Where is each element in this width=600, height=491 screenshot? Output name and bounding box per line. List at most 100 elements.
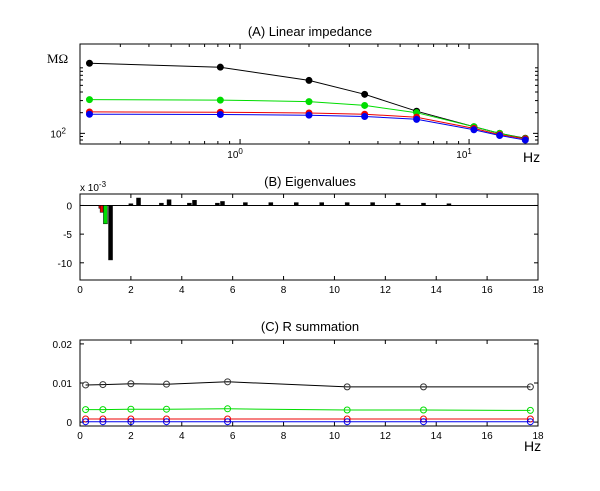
- panel-c-xtick-label: 16: [482, 431, 494, 442]
- panel-c-xtick-label: 18: [532, 431, 544, 442]
- panel-c-point-black: [420, 383, 427, 391]
- panel-b-bar-green: [103, 205, 108, 225]
- panel-c-ytick-label: 0.01: [53, 379, 73, 390]
- panel-c-point-green: [526, 406, 534, 414]
- panel-a-point-blue: [85, 110, 93, 118]
- panel-c-point-green: [82, 406, 90, 414]
- panel-b-title: (B) Eigenvalues: [264, 174, 356, 189]
- panel-b-xtick-label: 2: [128, 285, 134, 296]
- panel-b-bar-black: [370, 202, 375, 206]
- panel-a-point-black: [85, 59, 93, 67]
- panel-a-line-red: [89, 111, 526, 140]
- panel-b-scale: x 10-3: [80, 180, 107, 194]
- panel-c-line-green: [85, 408, 531, 411]
- panel-b-xtick-label: 12: [380, 285, 392, 296]
- panel-b: (B) Eigenvalues x 10-3 0 2 4 6 8 10 12 14 16 18 0 -…: [58, 174, 544, 296]
- panel-c-xtick-label: 10: [329, 431, 341, 442]
- panel-c-point-blue: [99, 418, 107, 426]
- panel-a-point-green: [305, 98, 313, 106]
- panel-a-ylabel: MΩ: [47, 51, 68, 66]
- panel-b-xtick-label: 14: [431, 285, 443, 296]
- panel-c-xtick-label: 8: [281, 431, 287, 442]
- panel-b-xtick-label: 10: [329, 285, 341, 296]
- panel-a-line-green: [89, 99, 526, 140]
- panel-c-ytick-label: 0: [66, 418, 72, 429]
- panel-a-point-black: [216, 63, 224, 71]
- panel-b-bar-black: [395, 202, 401, 206]
- panel-c-point-blue: [224, 418, 232, 426]
- panel-a-line-blue: [89, 113, 526, 141]
- panel-c-point-green: [163, 405, 171, 413]
- panel-c-point-blue: [526, 418, 534, 426]
- panel-b-frame: [79, 193, 539, 281]
- panel-b-bar-black: [446, 203, 452, 206]
- panel-a-point-green: [361, 101, 369, 109]
- panel-b-bar-black: [187, 202, 192, 206]
- panel-b-bar-black: [220, 201, 225, 206]
- panel-c-point-green: [99, 406, 107, 414]
- panel-c-point-black: [82, 381, 90, 389]
- panel-b-bar-black: [192, 200, 197, 206]
- panel-b-ytick-label: -10: [58, 259, 73, 270]
- panel-c-point-blue: [127, 418, 135, 426]
- panel-b-xtick-label: 0: [77, 285, 83, 296]
- panel-a-point-blue: [413, 115, 421, 123]
- panel-c-line-black: [85, 381, 531, 388]
- panel-b-bar-black: [136, 197, 141, 206]
- panel-a-point-blue: [361, 112, 369, 120]
- panel-c-point-black: [163, 380, 171, 388]
- panel-a-point-blue: [305, 111, 313, 119]
- panel-c: (C) R summation 0 2 4 6 8 10 12 14 16 18 0 0.01 0.02…: [53, 319, 544, 454]
- panel-c-xtick-label: 12: [380, 431, 392, 442]
- panel-c-title: (C) R summation: [261, 319, 359, 334]
- panel-a-point-black: [305, 76, 313, 84]
- panel-c-point-blue: [163, 418, 171, 426]
- panel-c-point-green: [127, 405, 135, 413]
- panel-b-ytick-label: 0: [66, 201, 72, 212]
- panel-b-ytick-label: -5: [63, 230, 72, 241]
- panel-b-bar-black: [108, 205, 113, 261]
- panel-c-point-red: [82, 415, 90, 423]
- panel-c-xtick-label: 0: [77, 431, 83, 442]
- panel-c-xtick-label: 14: [431, 431, 443, 442]
- panel-a-point-blue: [496, 132, 504, 140]
- panel-a-point-blue: [521, 136, 529, 144]
- panel-c-point-black: [343, 383, 351, 391]
- panel-b-bar-black: [421, 202, 426, 206]
- panel-a-point-blue: [216, 111, 224, 119]
- panel-c-frame: [79, 339, 539, 427]
- panel-b-bar-black: [243, 202, 248, 206]
- panel-b-bar-black: [344, 202, 350, 206]
- panel-b-bar-red: [99, 205, 104, 213]
- panel-a-point-green: [216, 96, 224, 104]
- panel-a-xlabel: Hz: [523, 149, 540, 165]
- panel-b-bar-black: [319, 202, 324, 206]
- panel-a-point-black: [361, 90, 369, 98]
- panel-c-point-blue: [420, 418, 427, 426]
- panel-a-point-blue: [470, 126, 478, 134]
- panel-b-bar-black: [128, 203, 134, 206]
- panel-c-point-black: [99, 381, 107, 389]
- panel-c-point-blue: [343, 418, 351, 426]
- panel-a-point-green: [85, 96, 93, 104]
- panel-b-xtick-label: 16: [482, 285, 494, 296]
- panel-c-point-green: [420, 406, 427, 414]
- panel-a: (A) Linear impedance 100 101 102 MΩ Hz: [47, 24, 540, 165]
- panel-b-xtick-label: 18: [532, 285, 544, 296]
- panel-b-xtick-label: 6: [230, 285, 236, 296]
- panel-a-ytick-label: 102: [50, 126, 66, 140]
- panel-a-xtick-label: 101: [456, 147, 472, 161]
- panel-c-xtick-label: 4: [179, 431, 185, 442]
- panel-c-xlabel: Hz: [524, 438, 541, 454]
- panel-c-point-blue: [82, 418, 90, 426]
- panel-c-point-green: [343, 406, 351, 414]
- panel-b-xtick-label: 4: [179, 285, 185, 296]
- panel-c-point-black: [224, 378, 232, 386]
- panel-b-xtick-label: 8: [281, 285, 287, 296]
- panel-c-point-green: [224, 405, 232, 413]
- panel-a-title: (A) Linear impedance: [248, 24, 372, 39]
- panel-c-xtick-label: 2: [128, 431, 134, 442]
- panel-b-bar-black: [294, 202, 299, 206]
- panel-c-ytick-label: 0.02: [53, 340, 73, 351]
